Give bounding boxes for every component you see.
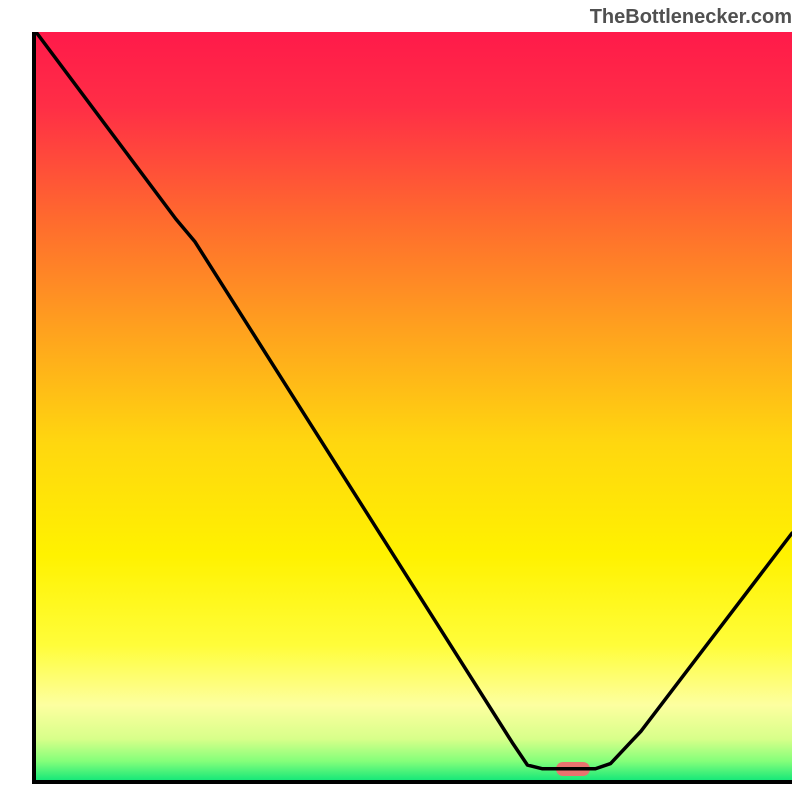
optimal-marker <box>556 762 590 775</box>
bottleneck-chart: TheBottlenecker.com <box>0 0 800 800</box>
gradient-background <box>36 32 792 780</box>
plot-area <box>36 32 792 780</box>
y-axis-border <box>32 32 36 784</box>
watermark-text: TheBottlenecker.com <box>590 6 792 29</box>
x-axis-border <box>32 780 792 784</box>
